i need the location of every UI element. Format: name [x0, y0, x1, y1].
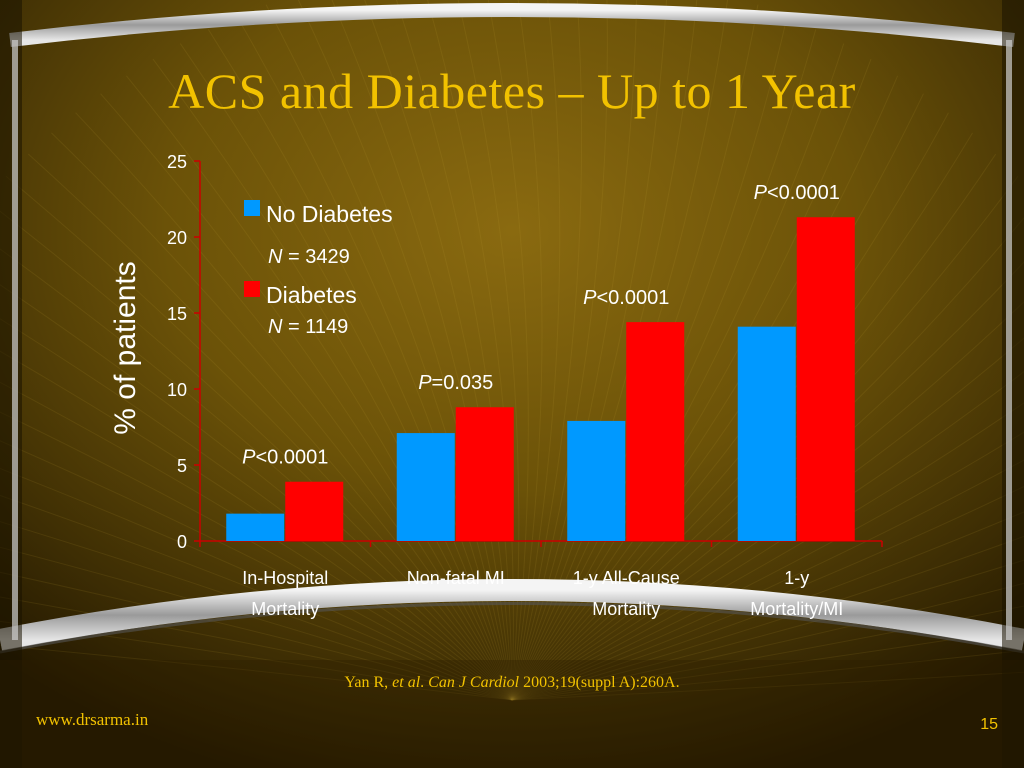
page-number: 15 [980, 716, 998, 733]
p-value-symbol: P [418, 372, 432, 394]
background-streak [511, 605, 1024, 701]
y-tick-label: 25 [167, 152, 187, 172]
source-details: 2003;19(suppl A):260A. [519, 674, 680, 691]
p-value-annotation: P<0.0001 [754, 182, 840, 204]
background-streak [511, 431, 1024, 701]
x-category-label: Non-fatal MI [407, 568, 505, 588]
background-streak [0, 494, 513, 701]
background-streak [100, 93, 513, 701]
background-streak [0, 467, 513, 701]
y-axis-label: % of patients [109, 261, 142, 434]
legend-swatch [244, 281, 260, 297]
x-category-label: 1-y All-Cause [573, 568, 680, 588]
p-value-symbol: P [754, 182, 768, 204]
p-value-text: <0.0001 [596, 287, 669, 309]
p-value-symbol: P [242, 447, 256, 469]
background-streak [0, 596, 513, 701]
x-axis: In-Hospital Mortality Non-fatal MI 1-y All-… [199, 540, 883, 619]
p-value-annotation: P=0.035 [418, 372, 493, 394]
bar-diabetes [285, 481, 344, 541]
y-tick-label: 20 [167, 228, 187, 248]
bar-no-diabetes [567, 420, 626, 541]
bar-diabetes [626, 322, 685, 541]
background-streak [511, 485, 1024, 701]
background-streak [27, 153, 513, 701]
legend-swatch [244, 200, 260, 216]
background-streak [0, 284, 513, 701]
source-journal: Can J Cardiol [428, 674, 520, 691]
background-streak [152, 58, 513, 701]
p-value-text: <0.0001 [767, 182, 840, 204]
bars [226, 217, 855, 542]
background-streak [511, 649, 1024, 701]
background-streak [0, 440, 513, 701]
background-streak [511, 75, 899, 701]
slide-title: ACS and Diabetes – Up to 1 Year [168, 63, 856, 119]
p-value-text: =0.035 [432, 372, 494, 394]
background-streak [0, 210, 513, 701]
p-value-annotation: P<0.0001 [583, 287, 669, 309]
legend-n-value: = 3429 [282, 246, 349, 268]
background-streak [0, 645, 513, 701]
x-category-label: In-Hospital [242, 568, 328, 588]
legend-label: No Diabetes [266, 201, 393, 227]
background-streak [51, 132, 513, 701]
background-streak [0, 620, 513, 701]
background-streak [511, 43, 845, 701]
bar-diabetes [455, 407, 514, 541]
background-streak [511, 459, 1024, 701]
legend: No Diabetes N = 3429 Diabetes N = 1149 [244, 200, 393, 338]
legend-n-symbol: N [268, 316, 283, 338]
source-authors: Yan R, [344, 674, 393, 691]
p-value-annotation: P<0.0001 [242, 447, 328, 469]
background-streak [511, 58, 872, 701]
background-streak [511, 627, 1024, 701]
background-streak [179, 43, 513, 701]
source-et-al: et al [392, 674, 421, 691]
background-streak [125, 75, 513, 701]
p-value-text: <0.0001 [255, 447, 328, 469]
y-tick-label: 0 [177, 532, 187, 552]
background-streak [5, 175, 513, 701]
background-streak [75, 112, 513, 701]
footer-url: www.drsarma.in [36, 710, 149, 729]
legend-n-value: = 1149 [282, 316, 348, 338]
background-streak [511, 535, 1024, 701]
background-streak [0, 521, 513, 701]
bar-diabetes [796, 217, 855, 542]
background-streak [0, 318, 513, 701]
legend-n-symbol: N [268, 246, 283, 268]
legend-n-count: N = 3429 [268, 246, 350, 268]
legend-label: Diabetes [266, 282, 357, 308]
y-tick-label: 5 [177, 456, 187, 476]
x-category-label: Mortality [592, 599, 660, 619]
p-value-symbol: P [583, 287, 597, 309]
y-axis: 0 5 10 15 20 25 [167, 152, 201, 552]
source-citation: Yan R, et al. Can J Cardiol 2003;19(supp… [0, 674, 1024, 692]
background-streak [511, 671, 1024, 701]
y-tick-label: 10 [167, 380, 187, 400]
background-streak [511, 511, 1024, 701]
x-category-label: Mortality [251, 599, 319, 619]
y-tick-label: 15 [167, 304, 187, 324]
bar-no-diabetes [737, 326, 796, 541]
x-category-label: 1-y [784, 568, 809, 588]
background-streak [511, 559, 1024, 701]
legend-n-count: N = 1149 [268, 316, 348, 338]
background-streak [0, 248, 513, 701]
source-separator: . [420, 674, 429, 691]
x-category-label: Mortality/MI [750, 599, 843, 619]
bar-no-diabetes [396, 433, 455, 541]
bar-no-diabetes [226, 513, 285, 541]
